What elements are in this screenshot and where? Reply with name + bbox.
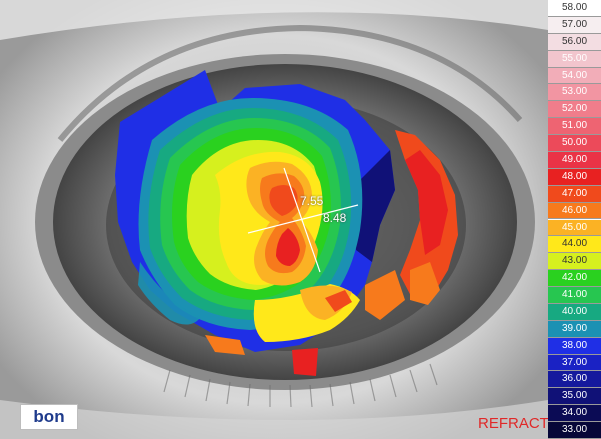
corneal-map-canvas <box>0 0 548 439</box>
scale-cell: 45.00 <box>548 219 601 237</box>
scale-cell: 41.00 <box>548 287 601 304</box>
lash-shadow-top <box>57 24 523 142</box>
lower-lashes <box>163 363 438 408</box>
scale-cell: 42.00 <box>548 270 601 288</box>
scale-cell: 47.00 <box>548 185 601 203</box>
zone-48d-right <box>405 150 448 255</box>
scale-cell: 57.00 <box>548 16 601 34</box>
scale-cell: 54.00 <box>548 67 601 85</box>
zone-48d-edge <box>292 348 318 376</box>
scale-cell: 58.00 <box>548 0 601 17</box>
scale-cell: 53.00 <box>548 84 601 102</box>
flat-axis-line <box>247 204 359 234</box>
scale-cell: 46.00 <box>548 202 601 220</box>
scale-cell: 40.00 <box>548 303 601 321</box>
axis-readout-primary: 7.55 <box>300 194 324 208</box>
scale-cell: 43.00 <box>548 253 601 271</box>
zone-39d-lower-left <box>138 262 200 325</box>
zone-35d <box>352 150 395 262</box>
zone-46d-right <box>410 262 440 305</box>
steep-axis-line <box>283 167 321 273</box>
scale-cell: 38.00 <box>548 337 601 355</box>
zone-46d-edge <box>205 335 245 355</box>
scale-cell: 56.00 <box>548 33 601 51</box>
axis-lines <box>247 167 359 273</box>
topography-map <box>115 70 458 376</box>
eyelid-bottom <box>0 400 548 439</box>
zone-47d-upper <box>269 185 298 216</box>
brand-logo: bon <box>20 404 78 430</box>
eyelid-top <box>0 0 548 40</box>
scale-cell: 55.00 <box>548 50 601 68</box>
color-scale-legend: 58.00 57.00 56.00 55.00 54.00 53.00 52.00 51.00… <box>548 0 601 439</box>
scale-cell: 50.00 <box>548 135 601 152</box>
scale-cell: 36.00 <box>548 371 601 389</box>
axis-readout-secondary: 8.48 <box>323 211 347 225</box>
scale-cell: 37.00 <box>548 354 601 372</box>
scale-cell: 49.00 <box>548 151 601 169</box>
map-mode-label: REFRACTIVE <box>478 415 548 432</box>
scale-cell: 34.00 <box>548 405 601 423</box>
scale-cell: 48.00 <box>548 168 601 186</box>
zone-46d-lower-right <box>365 270 405 320</box>
zone-47d-spot <box>325 290 352 312</box>
scale-cell: 52.00 <box>548 101 601 119</box>
scale-cell: 39.00 <box>548 320 601 338</box>
scale-cell: 35.00 <box>548 388 601 406</box>
scale-cell: 33.00 <box>548 422 601 439</box>
scale-cell: 44.00 <box>548 236 601 254</box>
zone-48d-lower <box>276 228 300 266</box>
scale-cell: 51.00 <box>548 118 601 136</box>
